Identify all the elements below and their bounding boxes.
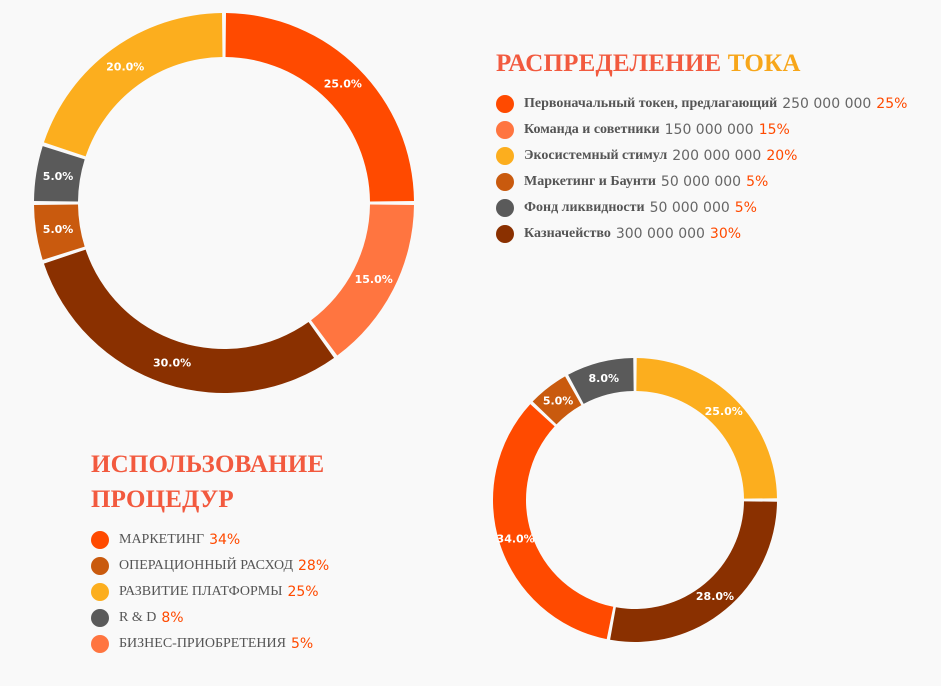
procedure-usage-legend-item: ОПЕРАЦИОННЫЙ РАСХОД 28% [91, 553, 329, 579]
procedure-usage-legend-item: R & D 8% [91, 605, 329, 631]
legend-percent: 25% [287, 584, 319, 600]
procedure-usage-slice-label: 8.0% [589, 372, 620, 385]
token-distribution-slice [34, 204, 85, 260]
legend-swatch-icon [496, 147, 514, 165]
token-distribution-legend: Первоначальный токен, предлагающий 250 00… [496, 91, 907, 247]
token-distribution-slice-label: 30.0% [153, 356, 191, 369]
legend-swatch-icon [91, 609, 109, 627]
token-distribution-legend-item: Маркетинг и Баунти 50 000 000 5% [496, 169, 907, 195]
procedure-usage-slice [610, 501, 777, 642]
legend-label: Команда и советники [524, 122, 660, 137]
token-distribution-title-part1: РАСПРЕДЕЛЕНИЕ [496, 50, 722, 77]
procedure-usage-slice [493, 404, 614, 640]
legend-percent: 28% [298, 558, 330, 574]
legend-label: МАРКЕТИНГ [119, 532, 205, 547]
procedure-usage-legend-item: МАРКЕТИНГ 34% [91, 527, 329, 553]
legend-swatch-icon [496, 225, 514, 243]
token-distribution-legend-item: Казначейство 300 000 000 30% [496, 221, 907, 247]
procedure-usage-slice-label: 5.0% [543, 394, 574, 407]
legend-swatch-icon [496, 173, 514, 191]
legend-label: Первоначальный токен, предлагающий [524, 96, 778, 111]
legend-amount: 300 000 000 [615, 226, 705, 242]
procedure-usage-slice-label: 28.0% [696, 590, 734, 603]
legend-swatch-icon [91, 531, 109, 549]
token-distribution-slice-label: 15.0% [355, 273, 393, 286]
procedure-usage-legend: МАРКЕТИНГ 34% ОПЕРАЦИОННЫЙ РАСХОД 28% РАЗВИТ… [91, 527, 329, 657]
token-distribution-slice [225, 13, 414, 202]
procedure-usage-slice-label: 25.0% [705, 405, 743, 418]
token-distribution-title-part2: ТОКА [727, 50, 801, 77]
legend-swatch-icon [496, 121, 514, 139]
legend-amount: 150 000 000 [664, 122, 754, 138]
legend-amount: 50 000 000 [649, 200, 730, 216]
legend-label: Маркетинг и Баунти [524, 174, 656, 189]
procedure-usage-title-line2: ПРОЦЕДУР [91, 486, 234, 513]
legend-swatch-icon [496, 199, 514, 217]
procedure-usage-title-line1: ИСПОЛЬЗОВАНИЕ [91, 451, 325, 478]
procedure-usage-slice [636, 358, 777, 499]
token-distribution-slice-label: 5.0% [43, 223, 74, 236]
legend-label: БИЗНЕС-ПРИОБРЕТЕНИЯ [119, 636, 286, 651]
legend-percent: 30% [709, 226, 742, 242]
legend-amount: 200 000 000 [672, 148, 762, 164]
legend-label: Казначейство [524, 226, 611, 241]
token-distribution-legend-item: Команда и советники 150 000 000 15% [496, 117, 907, 143]
procedure-usage-legend-item: РАЗВИТИЕ ПЛАТФОРМЫ 25% [91, 579, 329, 605]
legend-amount: 50 000 000 [660, 174, 742, 190]
legend-percent: 5% [290, 636, 314, 652]
token-distribution-title: РАСПРЕДЕЛЕНИЕ ТОКА [496, 46, 801, 81]
legend-label: R & D [119, 610, 157, 625]
procedure-usage-title: ИСПОЛЬЗОВАНИЕ ПРОЦЕДУР [91, 447, 324, 517]
procedure-usage-slice-label: 34.0% [497, 532, 535, 545]
legend-percent: 34% [209, 532, 241, 548]
procedure-usage-legend-item: БИЗНЕС-ПРИОБРЕТЕНИЯ 5% [91, 631, 329, 657]
legend-swatch-icon [496, 95, 514, 113]
legend-percent: 8% [161, 610, 184, 626]
legend-swatch-icon [91, 557, 109, 575]
token-distribution-legend-item: Экосистемный стимул 200 000 000 20% [496, 143, 907, 169]
legend-amount: 250 000 000 [782, 96, 872, 112]
token-distribution-slice-label: 20.0% [106, 61, 144, 74]
legend-swatch-icon [91, 583, 109, 601]
legend-label: РАЗВИТИЕ ПЛАТФОРМЫ [119, 584, 283, 599]
token-distribution-legend-item: Первоначальный токен, предлагающий 250 00… [496, 91, 907, 117]
legend-label: Фонд ликвидности [524, 200, 645, 215]
legend-percent: 5% [734, 200, 757, 216]
legend-percent: 5% [746, 174, 769, 190]
token-distribution-slice [311, 204, 414, 356]
procedure-usage-slice [568, 358, 634, 404]
token-distribution-slice-label: 25.0% [324, 78, 362, 91]
legend-percent: 25% [876, 96, 908, 112]
legend-label: ОПЕРАЦИОННЫЙ РАСХОД [119, 558, 293, 573]
token-distribution-slice [34, 146, 85, 202]
legend-percent: 15% [758, 122, 790, 138]
procedure-usage-slice [532, 376, 582, 425]
token-distribution-slice [43, 13, 223, 157]
token-distribution-legend-item: Фонд ликвидности 50 000 000 5% [496, 195, 907, 221]
legend-percent: 20% [766, 148, 798, 164]
legend-swatch-icon [91, 635, 109, 653]
token-distribution-slice-label: 5.0% [43, 170, 74, 183]
legend-label: Экосистемный стимул [524, 148, 668, 163]
token-distribution-slice [43, 249, 335, 393]
